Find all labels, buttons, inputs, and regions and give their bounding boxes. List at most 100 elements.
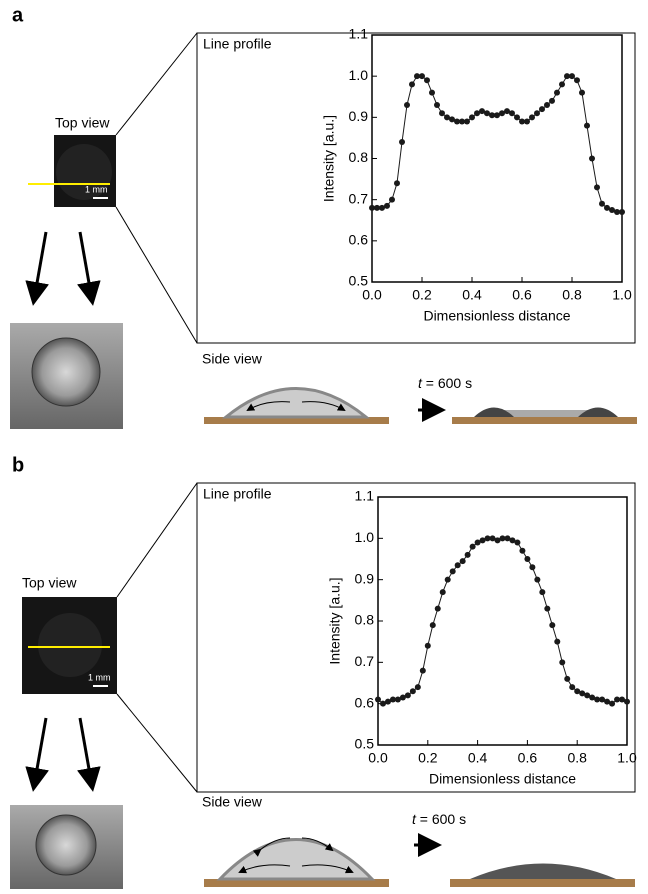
data-point: [374, 204, 380, 211]
data-point: [459, 118, 465, 125]
data-point: [419, 73, 425, 80]
droplet-side: [221, 387, 371, 419]
flow-arrow: [246, 401, 291, 412]
data-point: [509, 537, 516, 544]
arrow: [77, 717, 101, 792]
data-point: [564, 675, 571, 682]
data-point: [504, 108, 510, 115]
film: [490, 410, 600, 417]
data-point: [514, 114, 520, 121]
data-point: [404, 692, 411, 699]
data-point: [619, 209, 625, 216]
time-var: t: [418, 375, 423, 391]
chart-title: Line profile: [203, 36, 272, 52]
time-label: t = 600 s: [412, 811, 466, 827]
data-point: [489, 535, 496, 542]
x-tick-label: 1.0: [612, 287, 632, 303]
data-point: [579, 690, 586, 697]
side-view-label: Side view: [202, 351, 263, 367]
x-tick-label: 0.8: [567, 750, 587, 766]
chart-frame: [196, 32, 636, 344]
data-point: [554, 89, 560, 96]
x-tick-label: 0.2: [418, 750, 438, 766]
data-point: [529, 114, 535, 121]
data-point: [549, 97, 555, 104]
data-point: [514, 539, 521, 546]
data-point: [584, 122, 590, 129]
data-point: [524, 118, 530, 125]
droplet: [35, 814, 97, 876]
x-tick-label: 0.6: [512, 287, 532, 303]
x-tick-label: 1.0: [617, 750, 637, 766]
x-tick-label: 0.4: [468, 750, 488, 766]
data-point: [584, 692, 591, 699]
data-point: [539, 589, 546, 596]
data-point: [424, 77, 430, 84]
data-point: [379, 700, 386, 707]
data-point: [449, 568, 456, 575]
y-tick-label: 0.8: [349, 149, 369, 165]
data-point: [564, 73, 570, 80]
data-point: [499, 110, 505, 117]
flow-arrow: [301, 837, 334, 852]
data-point: [574, 688, 581, 695]
data-point: [489, 112, 495, 119]
data-point: [369, 204, 375, 211]
data-point: [384, 202, 390, 209]
data-point: [444, 576, 451, 583]
data-point: [544, 101, 550, 108]
y-axis-label: Intensity [a.u.]: [327, 577, 343, 664]
data-point: [614, 209, 620, 216]
data-point: [594, 696, 601, 703]
data-point: [494, 112, 500, 119]
droplet: [56, 144, 112, 200]
scale-label: 1 mm: [88, 672, 111, 682]
data-point: [569, 73, 575, 80]
data-point: [619, 696, 626, 703]
data-point: [434, 605, 441, 612]
flow-arrow: [301, 864, 354, 874]
y-tick-label: 0.6: [349, 232, 369, 248]
data-point: [474, 539, 481, 546]
time-label: t = 600 s: [418, 375, 472, 391]
data-point: [574, 77, 580, 84]
data-point: [534, 576, 541, 583]
data-point: [559, 659, 566, 666]
data-point: [464, 551, 471, 558]
panel-label: b: [12, 454, 24, 476]
data-point: [409, 81, 415, 88]
data-point: [554, 638, 561, 645]
time-var: t: [412, 811, 417, 827]
data-point: [379, 204, 385, 211]
data-point: [589, 694, 596, 701]
series-line: [372, 75, 622, 213]
top-view-label: Top view: [22, 575, 77, 591]
data-point: [614, 696, 621, 703]
time-text: = 600 s: [422, 375, 472, 391]
data-point: [549, 622, 556, 629]
data-point: [504, 535, 511, 542]
data-point: [569, 684, 576, 691]
data-point: [449, 116, 455, 123]
data-point: [484, 110, 490, 117]
data-point: [375, 696, 381, 703]
y-tick-label: 1.1: [349, 26, 369, 42]
data-point: [579, 89, 585, 96]
scale-label: 1 mm: [85, 184, 108, 194]
x-tick-label: 0.6: [518, 750, 538, 766]
data-point: [499, 535, 506, 542]
connector: [116, 482, 198, 598]
data-point: [509, 110, 515, 117]
data-point: [599, 696, 606, 703]
data-point: [424, 642, 431, 649]
y-tick-label: 0.5: [349, 273, 369, 289]
arrow: [25, 717, 49, 792]
deposit: [470, 863, 616, 879]
data-point: [434, 101, 440, 108]
data-point: [524, 556, 531, 562]
data-point: [559, 81, 565, 88]
series-line: [377, 537, 628, 705]
y-tick-label: 0.5: [355, 736, 375, 752]
data-point: [444, 114, 450, 121]
data-point: [469, 114, 475, 121]
